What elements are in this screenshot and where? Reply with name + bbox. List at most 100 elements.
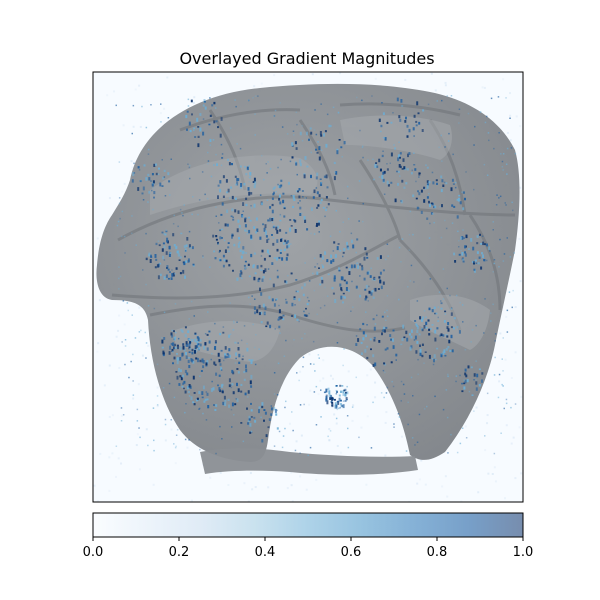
gradient-speck	[253, 177, 256, 182]
gradient-speck	[320, 416, 322, 418]
gradient-speck	[432, 363, 435, 366]
gradient-speck	[294, 314, 297, 318]
background-noise-speck	[444, 475, 447, 478]
gradient-speck	[325, 394, 328, 397]
gradient-speck	[229, 333, 232, 335]
gradient-speck	[304, 219, 307, 223]
gradient-speck	[336, 148, 339, 151]
gradient-speck	[262, 270, 265, 274]
gradient-speck	[298, 379, 300, 382]
gradient-speck	[333, 176, 336, 181]
gradient-speck	[332, 106, 335, 109]
gradient-speck	[188, 346, 191, 350]
gradient-speck	[341, 156, 343, 158]
gradient-speck	[367, 159, 369, 161]
gradient-speck	[320, 182, 322, 184]
gradient-speck	[384, 137, 387, 141]
gradient-speck	[133, 162, 135, 165]
gradient-speck	[263, 178, 265, 181]
gradient-speck	[255, 217, 258, 221]
gradient-speck	[362, 156, 364, 159]
background-noise-speck	[514, 351, 517, 354]
gradient-speck	[197, 213, 199, 216]
gradient-speck	[479, 111, 482, 113]
gradient-speck	[434, 329, 437, 334]
gradient-speck	[480, 243, 483, 245]
gradient-speck	[176, 429, 179, 431]
gradient-speck	[217, 195, 219, 199]
background-noise-speck	[138, 306, 141, 309]
gradient-speck	[273, 115, 276, 117]
background-noise-speck	[166, 76, 169, 79]
gradient-speck	[220, 164, 223, 167]
gradient-speck	[251, 295, 253, 297]
gradient-speck	[295, 290, 297, 293]
gradient-speck	[267, 219, 270, 222]
gradient-speck	[169, 252, 172, 254]
gradient-speck	[452, 327, 455, 330]
gradient-speck	[298, 195, 301, 199]
gradient-speck	[133, 172, 136, 174]
gradient-speck	[281, 257, 284, 261]
gradient-speck	[174, 273, 176, 275]
gradient-speck	[264, 312, 266, 315]
gradient-speck	[179, 375, 182, 378]
gradient-speck	[214, 341, 217, 344]
gradient-speck	[444, 354, 447, 357]
gradient-speck	[187, 385, 190, 388]
gradient-speck	[138, 169, 141, 171]
gradient-speck	[244, 224, 247, 228]
gradient-speck	[325, 396, 328, 400]
gradient-speck	[382, 269, 385, 272]
gradient-speck	[237, 219, 240, 223]
gradient-speck	[460, 236, 463, 240]
gradient-speck	[222, 264, 225, 268]
background-noise-speck	[505, 424, 508, 427]
gradient-speck	[169, 271, 171, 273]
gradient-speck	[418, 333, 421, 336]
gradient-speck	[337, 112, 340, 114]
background-noise-speck	[267, 486, 270, 489]
background-noise-speck	[384, 454, 387, 457]
gradient-speck	[315, 385, 318, 388]
gradient-speck	[231, 235, 233, 239]
gradient-speck	[173, 244, 176, 247]
gradient-speck	[206, 360, 209, 364]
gradient-speck	[271, 234, 273, 236]
gradient-speck	[174, 343, 177, 346]
gradient-speck	[493, 262, 495, 265]
gradient-speck	[136, 408, 139, 411]
gradient-speck	[392, 345, 395, 349]
gradient-speck	[506, 331, 509, 333]
gradient-speck	[271, 298, 274, 302]
gradient-speck	[436, 182, 438, 185]
gradient-speck	[331, 287, 334, 290]
gradient-speck	[444, 310, 447, 313]
gradient-speck	[138, 427, 140, 429]
gradient-speck	[346, 245, 349, 249]
gradient-speck	[389, 162, 391, 164]
gradient-speck	[294, 449, 297, 452]
gradient-speck	[255, 334, 257, 336]
gradient-speck	[195, 357, 198, 360]
gradient-speck	[248, 229, 251, 234]
background-noise-speck	[502, 78, 505, 81]
gradient-speck	[471, 394, 474, 396]
gradient-speck	[260, 321, 263, 324]
gradient-speck	[448, 132, 450, 135]
gradient-speck	[292, 130, 295, 132]
gradient-speck	[243, 264, 246, 267]
gradient-speck	[258, 312, 261, 316]
gradient-speck	[364, 247, 367, 251]
colorbar-tick-label: 0.4	[255, 545, 276, 560]
gradient-speck	[383, 326, 385, 330]
gradient-speck	[303, 283, 306, 287]
gradient-speck	[290, 225, 293, 227]
background-noise-speck	[186, 446, 189, 449]
background-noise-speck	[170, 428, 173, 431]
gradient-speck	[172, 233, 175, 237]
gradient-speck	[433, 306, 436, 310]
gradient-speck	[194, 136, 197, 138]
gradient-speck	[506, 147, 509, 150]
gradient-speck	[335, 404, 338, 409]
